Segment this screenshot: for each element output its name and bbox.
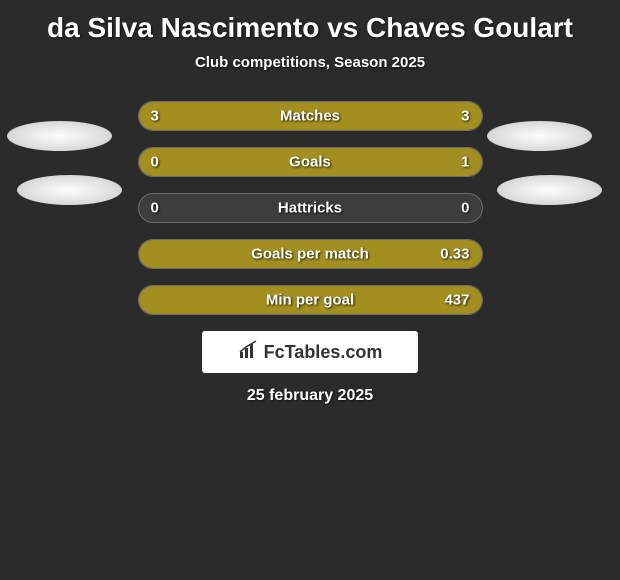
player-badge-left-1 <box>7 121 112 151</box>
stat-row: Goals per match0.33 <box>138 239 483 269</box>
subtitle: Club competitions, Season 2025 <box>0 54 620 71</box>
stat-label: Goals <box>139 154 482 171</box>
stat-row: Min per goal437 <box>138 285 483 315</box>
stat-row: Goals0 1 <box>138 147 483 177</box>
stat-value-left: 3 <box>151 108 159 125</box>
chart-icon <box>238 340 260 365</box>
stat-label: Matches <box>139 108 482 125</box>
stat-value-right: 0 <box>461 200 469 217</box>
stat-row: Hattricks0 0 <box>138 193 483 223</box>
brand-text: FcTables.com <box>264 342 383 363</box>
stat-rows: Matches33Goals01Hattricks00Goals per mat… <box>138 101 483 315</box>
stat-value-right: 0.33 <box>440 246 469 263</box>
stat-row: Matches3 3 <box>138 101 483 131</box>
player-badge-right-2 <box>497 175 602 205</box>
player-badge-left-2 <box>17 175 122 205</box>
player-badge-right-1 <box>487 121 592 151</box>
stat-value-left: 0 <box>151 200 159 217</box>
stat-label: Min per goal <box>139 292 482 309</box>
stat-value-right: 437 <box>444 292 469 309</box>
brand-box: FcTables.com <box>202 331 418 373</box>
stat-label: Goals per match <box>139 246 482 263</box>
stat-label: Hattricks <box>139 200 482 217</box>
date-label: 25 february 2025 <box>0 387 620 405</box>
stat-value-right: 3 <box>461 108 469 125</box>
stat-value-left: 0 <box>151 154 159 171</box>
stat-value-right: 1 <box>461 154 469 171</box>
page-title: da Silva Nascimento vs Chaves Goulart <box>0 0 620 44</box>
